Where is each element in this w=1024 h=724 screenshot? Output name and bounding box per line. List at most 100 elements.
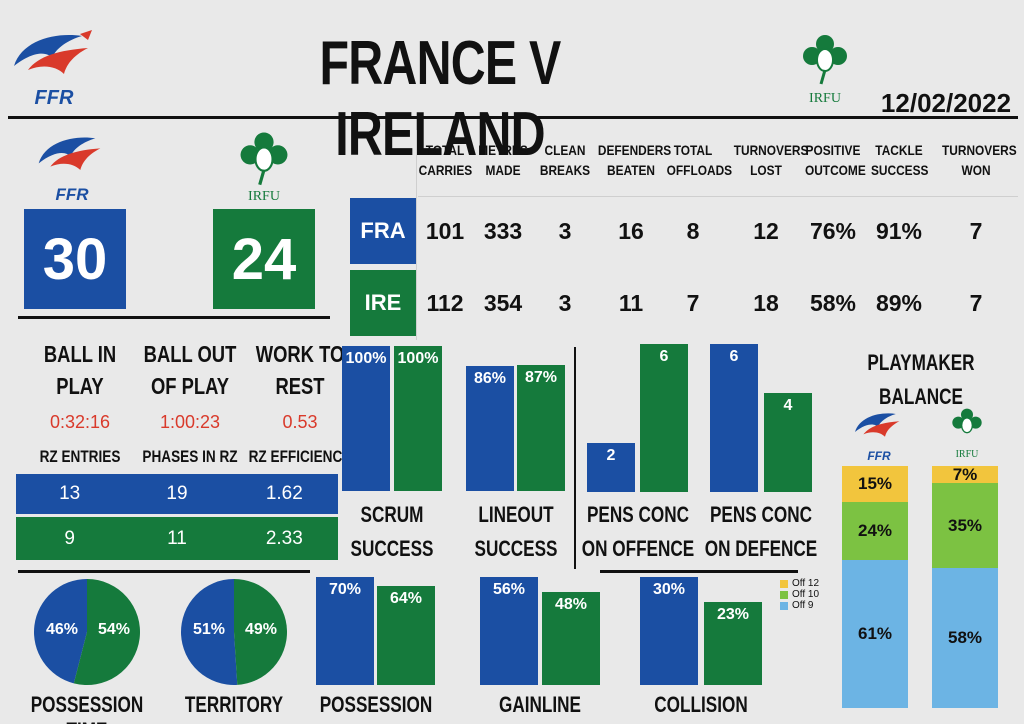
shamrock-icon (240, 132, 288, 186)
stat-header-line: TACKLE (875, 142, 923, 158)
bar-value-label: 70% (328, 581, 362, 598)
bar-value-label: 64% (389, 590, 423, 607)
segment-label: 35% (947, 515, 983, 535)
bar-ire: 23% (704, 602, 762, 685)
stat-header-line: TOTAL (673, 142, 713, 158)
page-title: FRANCE V IRELAND (319, 29, 562, 169)
play-value: 0.53 (282, 412, 318, 432)
stat-value: 101 (425, 218, 465, 244)
stat-header: TOTAL OFFLOADS (666, 140, 733, 180)
bar-fra: 30% (640, 577, 698, 685)
bar-value-label: 2 (606, 447, 616, 464)
bar-value-label: 48% (554, 596, 588, 613)
chart-title-line: PENS CONC (709, 502, 813, 527)
play-value: 0:32:16 (49, 412, 111, 432)
phases-in-rz-value: 19 (166, 483, 188, 504)
stat-value: 7 (969, 218, 983, 244)
bar-ire: 6 (640, 344, 688, 492)
chart-title-line: SUCCESS (474, 536, 557, 561)
bar-ire: 100% (394, 346, 442, 491)
stat-header-line: SUCCESS (870, 162, 929, 178)
stat-value: 89% (875, 290, 923, 316)
stat-value: 354 (483, 290, 523, 316)
section-divider (574, 347, 576, 569)
irfu-logo-header: IRFU (790, 30, 860, 110)
play-label: WORK TO REST (252, 338, 348, 402)
chart-title: POSSESSION KICKED (319, 692, 432, 717)
pie-title: TERRITORY (184, 692, 284, 717)
france-score: 30 (24, 209, 126, 309)
segment-label: 58% (947, 628, 983, 647)
shamrock-icon (952, 408, 982, 434)
play-label-line: BALL IN (43, 341, 117, 367)
chart-title: GAINLINE SUCCESS (499, 692, 581, 717)
rz-row-ire: 9 11 2.33 (16, 517, 338, 560)
stat-header-line: OFFLOADS (666, 162, 733, 178)
stat-header-line: WON (961, 162, 991, 178)
stat-header: POSITIVE OUTCOME (805, 140, 866, 180)
stat-header: TACKLE SUCCESS (870, 140, 929, 180)
chart-title: PENS CONC ON OFFENCE (575, 498, 700, 566)
pie-value-ire: 54% (97, 621, 131, 638)
segment-label: 61% (857, 624, 893, 643)
stat-header: CLEAN BREAKS (539, 140, 592, 180)
bar-ire: 48% (542, 592, 600, 685)
stat-header-line: MADE (485, 162, 521, 178)
pie-slice-ire (234, 579, 287, 685)
ireland-score: 24 (213, 209, 315, 309)
chart-title-line: LINEOUT (477, 502, 554, 527)
team-tag-ire: IRE (350, 270, 416, 336)
irfu-logo-score: IRFU (228, 124, 300, 208)
stat-header-line: BEATEN (606, 162, 656, 178)
play-label-line: OF PLAY (150, 373, 230, 399)
rz-efficiency-value: 1.62 (265, 483, 303, 504)
bar-value-label: 100% (397, 350, 439, 367)
stat-value: 3 (558, 218, 572, 244)
chart-title-line: ON DEFENCE (704, 536, 818, 561)
bar-fra: 86% (466, 366, 514, 491)
segment-label: 15% (857, 474, 893, 493)
bar-value-label: 30% (652, 581, 686, 598)
chart-title: LINEOUT SUCCESS (453, 498, 578, 566)
stat-header: TURNOVERS LOST (734, 140, 809, 180)
stat-header-line: POSITIVE (805, 142, 861, 158)
bar-ire: 64% (377, 586, 435, 685)
segment-label: 7% (952, 464, 978, 484)
pie-slice-fra (180, 579, 238, 685)
stat-header: METRES MADE (477, 140, 530, 180)
stat-header-line: CLEAN (544, 142, 586, 158)
stat-header: DEFENDERS BEATEN (598, 140, 671, 180)
stacked-segment: 61% (842, 560, 908, 708)
bar-value-label: 87% (524, 369, 558, 386)
bar-fra: 2 (587, 443, 635, 492)
play-label-line: PLAY (56, 373, 104, 399)
rz-efficiency-value: 2.33 (265, 527, 303, 549)
stat-value: 8 (686, 218, 700, 244)
ffr-text: FFR (867, 449, 891, 463)
legend-item: Off 9 (780, 600, 840, 611)
play-value: 1:00:23 (159, 412, 221, 432)
stacked-bar-ire: 58% 35% 7% (932, 464, 998, 708)
bar-ire: 87% (517, 365, 565, 491)
play-label: BALL OUT OF PLAY (142, 338, 238, 402)
pie-value-fra: 51% (192, 621, 226, 638)
rz-header: PHASES IN RZ (142, 447, 238, 466)
rz-header: RZ ENTRIES (39, 447, 121, 466)
section-divider (18, 570, 310, 573)
stat-value: 11 (618, 290, 644, 316)
rooster-icon (855, 413, 900, 437)
stats-table: TOTAL CARRIES METRES MADE CLEAN BREAKS DEFENDE… (348, 130, 1018, 340)
pie-chart (33, 579, 140, 685)
bar-ire: 4 (764, 393, 812, 492)
legend-item: Off 10 (780, 589, 840, 600)
phases-in-rz-value: 11 (167, 527, 187, 549)
rooster-icon (14, 30, 92, 74)
stat-value: 16 (618, 218, 644, 244)
chart-title-line: PENS CONC (586, 502, 689, 527)
team-tag-fra: FRA (350, 198, 416, 264)
irfu-text: IRFU (248, 189, 280, 204)
rooster-icon (38, 137, 101, 170)
stat-header-line: TOTAL (425, 142, 465, 158)
chart-title: PENS CONC ON DEFENCE (699, 498, 824, 566)
bar-value-label: 100% (345, 350, 387, 367)
